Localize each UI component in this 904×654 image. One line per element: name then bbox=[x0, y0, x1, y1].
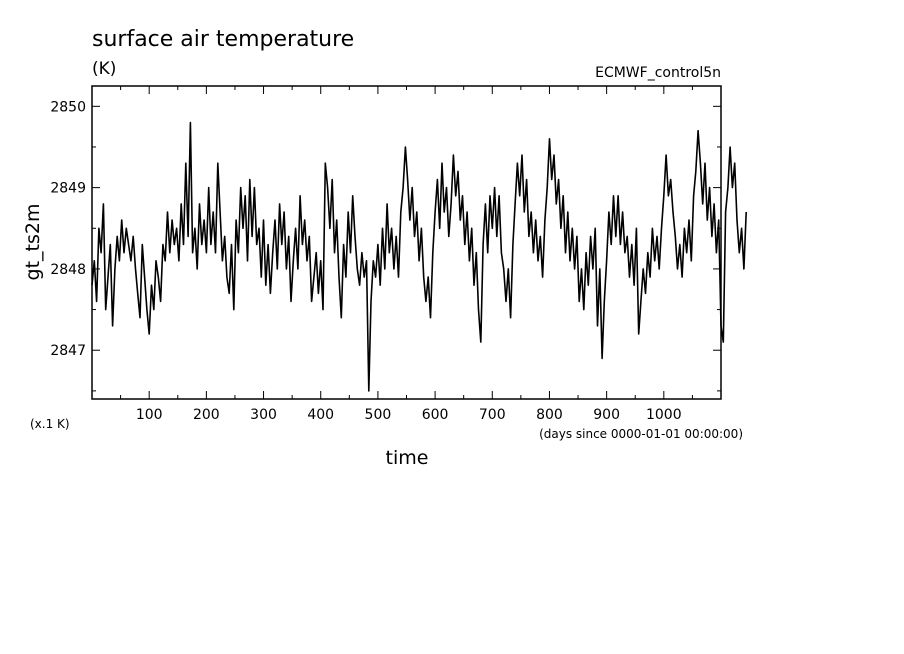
y-tick-label: 2848 bbox=[50, 262, 86, 278]
x-tick-label: 300 bbox=[250, 407, 277, 423]
x-units-note: (days since 0000-01-01 00:00:00) bbox=[539, 427, 743, 441]
y-tick-label: 2849 bbox=[50, 181, 86, 197]
x-tick-label: 800 bbox=[536, 407, 563, 423]
y-tick-label: 2850 bbox=[50, 99, 86, 115]
chart-title: surface air temperature bbox=[92, 27, 354, 52]
plot-frame bbox=[91, 85, 722, 400]
x-tick-label: 400 bbox=[307, 407, 334, 423]
data-series-line bbox=[91, 121, 747, 392]
chart-units: (K) bbox=[92, 59, 116, 79]
y-scale-note: (x.1 K) bbox=[30, 417, 70, 431]
x-axis-label: time bbox=[386, 447, 429, 469]
x-tick-label: 700 bbox=[479, 407, 506, 423]
x-tick-label: 1000 bbox=[646, 407, 682, 423]
x-tick-label: 500 bbox=[365, 407, 392, 423]
y-tick-label: 2847 bbox=[50, 343, 86, 359]
x-tick-label: 600 bbox=[422, 407, 449, 423]
x-tick-label: 100 bbox=[136, 407, 163, 423]
data-source-label: ECMWF_control5n bbox=[595, 65, 721, 81]
x-tick-label: 900 bbox=[593, 407, 620, 423]
y-axis-label: gt_ts2m bbox=[22, 204, 44, 281]
x-tick-label: 200 bbox=[193, 407, 220, 423]
axis-tick-labels: 100 200 300 400 500 600 700 800 900 1000 2847 2848 2… bbox=[50, 99, 681, 423]
